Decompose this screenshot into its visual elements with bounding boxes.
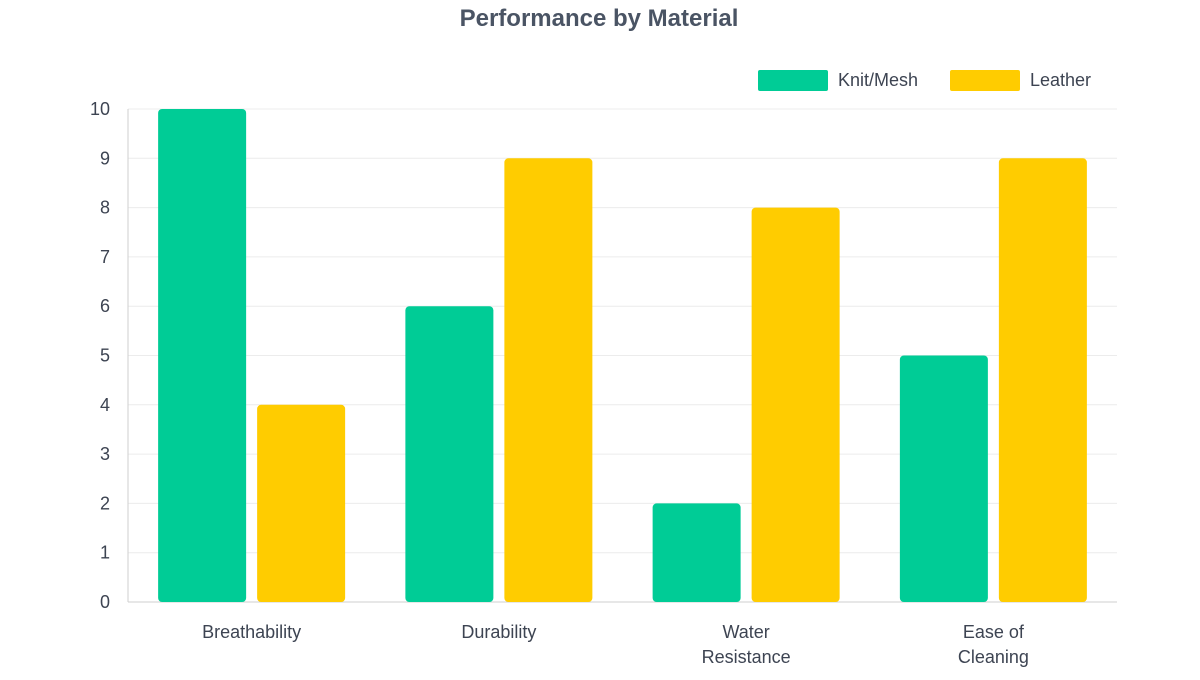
x-category-label: Ease of Cleaning (958, 622, 1029, 667)
y-tick-label: 2 (100, 493, 110, 513)
x-category-label: Water Resistance (702, 622, 791, 667)
y-tick-label: 3 (100, 444, 110, 464)
chart-title: Performance by Material (460, 5, 739, 32)
y-tick-label: 6 (100, 296, 110, 316)
bar-leather-1 (504, 158, 593, 603)
legend-swatch-leather (950, 70, 1020, 91)
axes: 0 1 2 3 4 5 6 7 8 9 10 Breathability Durability Water… (90, 99, 1117, 667)
x-category-label: Breathability (202, 622, 301, 642)
bar-leather-3 (998, 158, 1087, 603)
bar-knit-mesh-0 (158, 109, 247, 602)
bar-leather-2 (751, 207, 840, 602)
y-tick-label: 8 (100, 198, 110, 218)
y-tick-label: 0 (100, 592, 110, 612)
y-tick-label: 5 (100, 346, 110, 366)
y-tick-label: 10 (90, 99, 110, 119)
bars (158, 109, 1087, 603)
legend-swatch-knit-mesh (758, 70, 828, 91)
bar-leather-0 (257, 404, 346, 602)
y-tick-label: 9 (100, 148, 110, 168)
y-tick-label: 1 (100, 543, 110, 563)
bar-knit-mesh-1 (405, 306, 494, 602)
y-tick-label: 4 (100, 395, 110, 415)
legend-label: Leather (1030, 70, 1091, 90)
bar-knit-mesh-3 (899, 355, 988, 602)
y-tick-label: 7 (100, 247, 110, 267)
bar-knit-mesh-2 (652, 503, 741, 602)
x-category-label: Durability (461, 622, 536, 642)
legend-label: Knit/Mesh (838, 70, 918, 90)
legend: Knit/Mesh Leather (758, 70, 1091, 91)
